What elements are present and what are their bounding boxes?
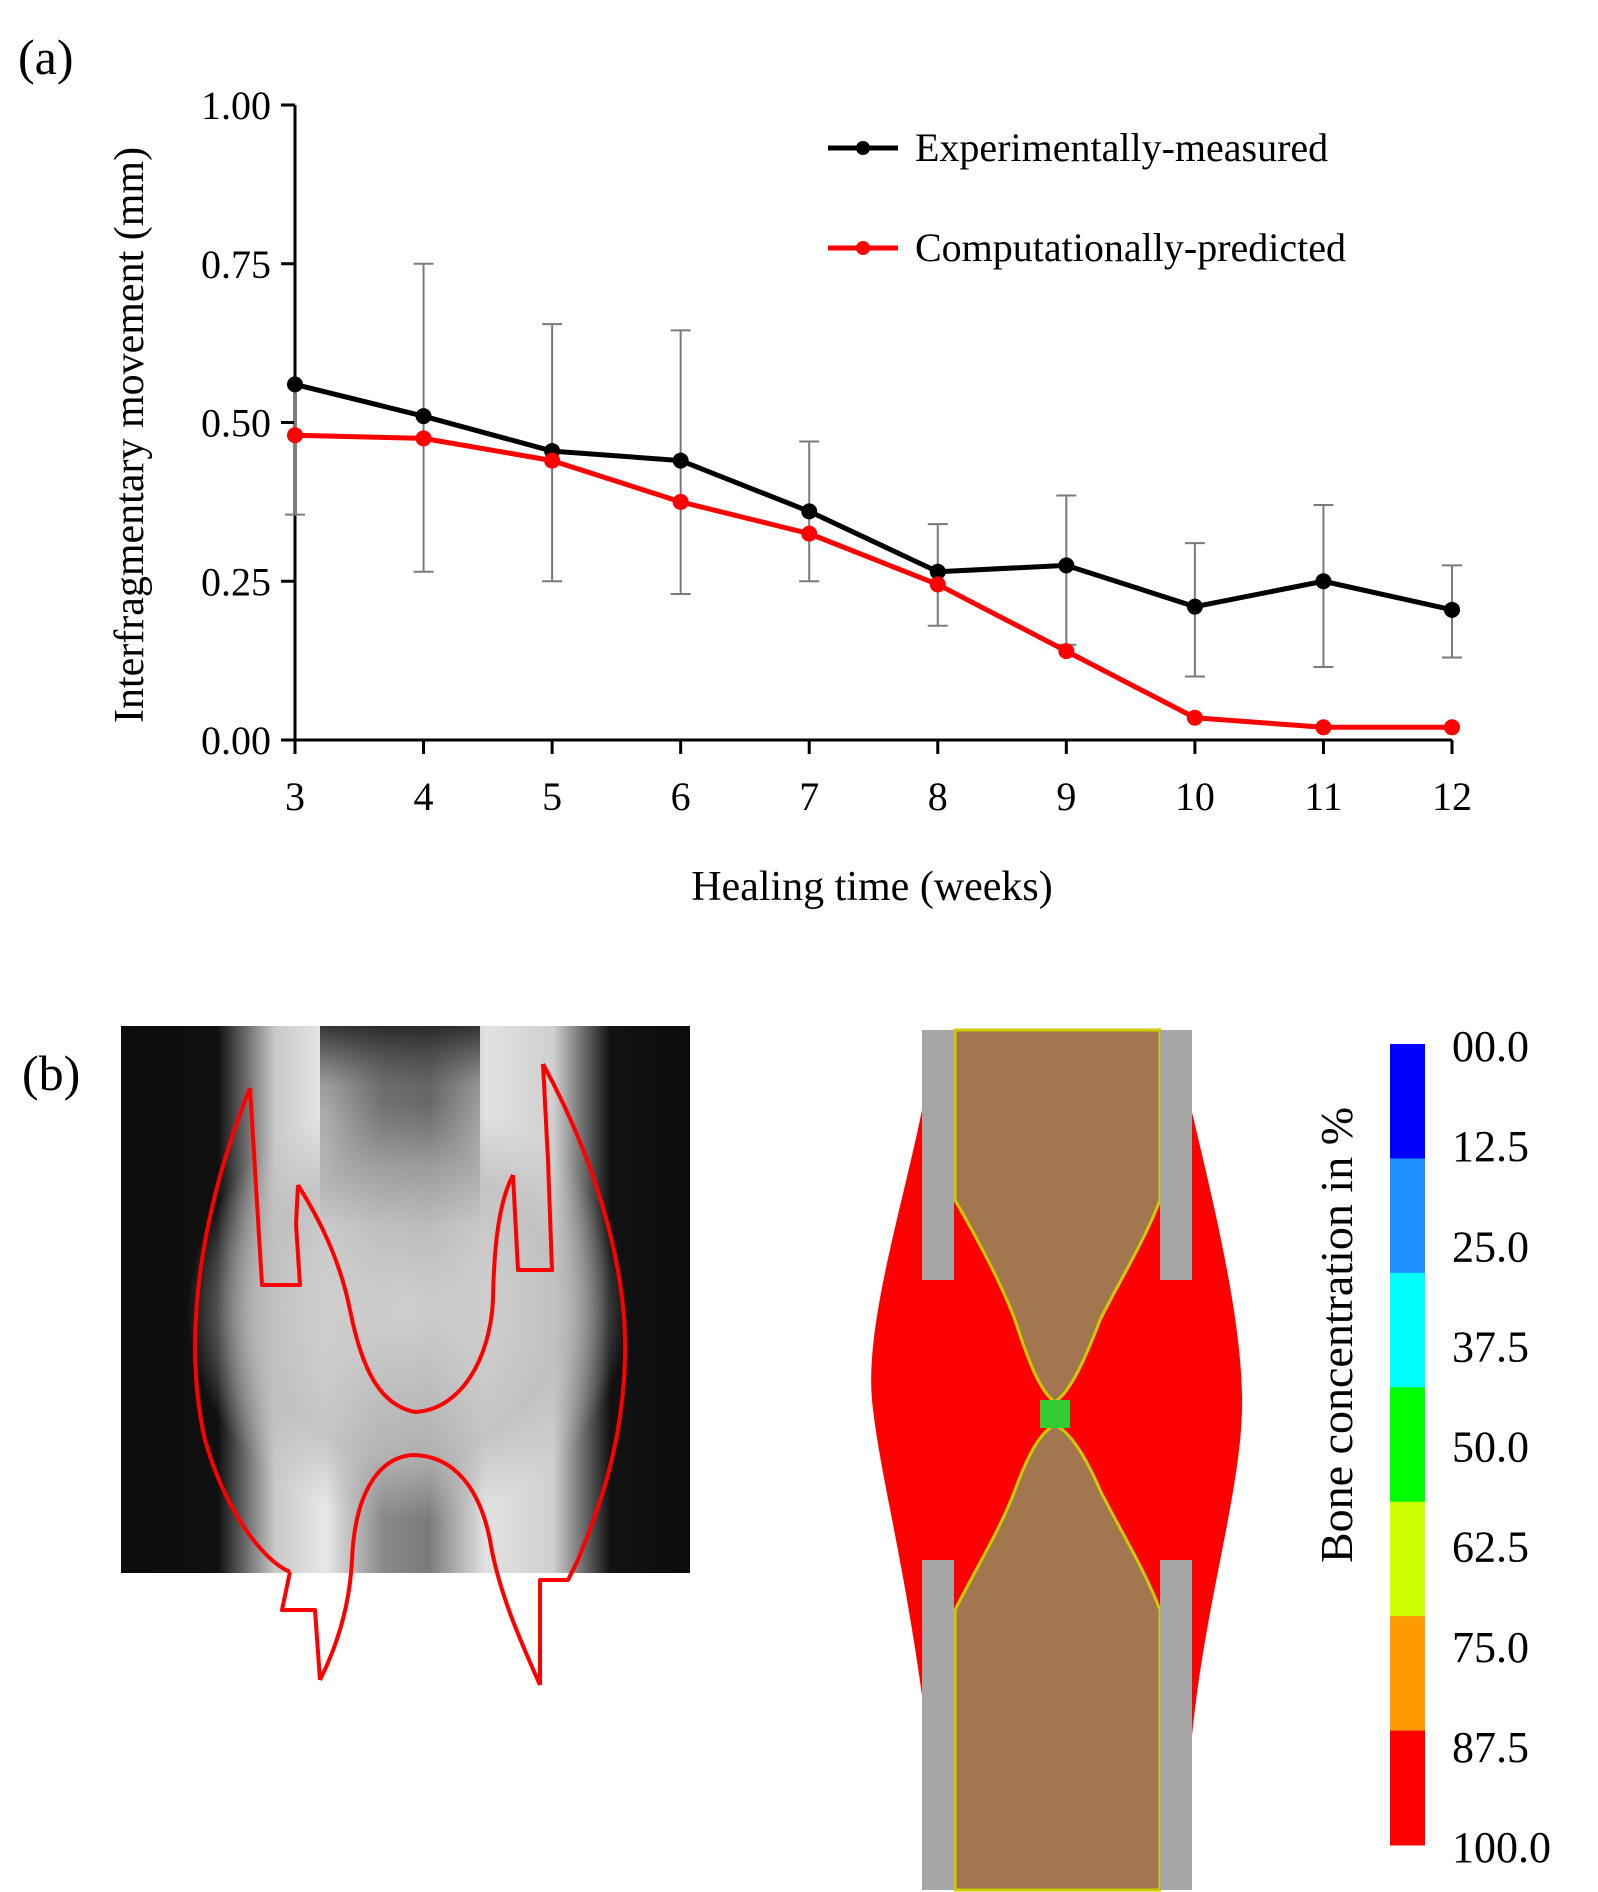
colorbar-segment <box>1390 1158 1425 1274</box>
data-point-experimental <box>1186 598 1203 615</box>
data-point-experimental <box>1444 601 1460 618</box>
callus-notch-top-right <box>511 1063 554 1272</box>
data-point-predicted <box>1058 643 1075 660</box>
legend-label-experimental: Experimentally-measured <box>915 125 1328 170</box>
y-tick-label: 1.00 <box>201 83 271 128</box>
callus-outline <box>193 1063 628 1686</box>
data-point-experimental <box>415 408 432 425</box>
series-lines <box>294 381 1453 730</box>
x-tick-label: 11 <box>1304 774 1343 819</box>
fe-bridge <box>1040 1400 1070 1428</box>
data-point-experimental <box>1315 573 1332 590</box>
legend: Experimentally-measured Computationally-… <box>828 125 1346 270</box>
panel-b-label: (b) <box>22 1045 80 1101</box>
legend-marker-predicted <box>856 241 870 255</box>
x-tick-label: 7 <box>799 774 819 819</box>
legend-label-predicted: Computationally-predicted <box>915 225 1346 270</box>
y-tick-label: 0.25 <box>201 559 271 604</box>
legend-marker-experimental <box>856 141 870 155</box>
callus-inner-bottom <box>318 1453 542 1686</box>
data-point-predicted <box>544 452 561 469</box>
callus-notch-bottom-right <box>538 1559 580 1685</box>
data-point-experimental <box>672 452 689 469</box>
x-tick-label: 12 <box>1432 774 1472 819</box>
x-tick-label: 4 <box>414 774 434 819</box>
data-point-experimental <box>287 376 303 393</box>
colorbar-segment <box>1390 1616 1425 1732</box>
data-point-experimental <box>929 563 946 580</box>
x-tick-label: 6 <box>671 774 691 819</box>
colorbar-label: 62.5 <box>1452 1523 1529 1572</box>
callus-outer-left <box>193 1087 291 1574</box>
error-bars <box>285 262 1462 678</box>
colorbar-labels: 00.0 12.5 25.0 37.5 50.0 62.5 75.0 87.5 100.0 <box>1452 1022 1551 1872</box>
colorbar-label: 50.0 <box>1452 1423 1529 1472</box>
data-point-predicted <box>1315 719 1332 736</box>
callus-notch-bottom-left <box>280 1571 322 1681</box>
x-tick-label: 8 <box>928 774 948 819</box>
line-chart: 0.00 0.25 0.50 0.75 1.00 3 4 5 6 7 8 9 10 11 12 Heali… <box>107 83 1472 910</box>
data-point-predicted <box>672 493 689 510</box>
fe-plate-top-left <box>922 1030 954 1280</box>
colorbar-label: 37.5 <box>1452 1322 1529 1371</box>
xray-image <box>121 1026 690 1686</box>
colorbar-segment <box>1390 1387 1425 1503</box>
x-tick-label: 3 <box>285 774 305 819</box>
x-ticks: 3 4 5 6 7 8 9 10 11 12 <box>285 740 1472 819</box>
colorbar <box>1390 1044 1425 1846</box>
y-tick-label: 0.75 <box>201 242 271 287</box>
colorbar-label: 12.5 <box>1452 1122 1529 1171</box>
fe-plate-bottom-left <box>922 1560 954 1890</box>
fe-plate-top-right <box>1160 1030 1192 1280</box>
data-point-experimental <box>801 503 818 520</box>
y-tick-label: 0.00 <box>201 718 271 763</box>
data-point-predicted <box>287 427 303 444</box>
x-tick-label: 9 <box>1056 774 1076 819</box>
panel-a-label: (a) <box>18 29 74 85</box>
x-tick-label: 10 <box>1175 774 1215 819</box>
colorbar-label: 87.5 <box>1452 1723 1529 1772</box>
colorbar-label: 100.0 <box>1452 1823 1551 1872</box>
callus-inner-top <box>296 1174 515 1414</box>
colorbar-label: 00.0 <box>1452 1022 1529 1071</box>
data-point-predicted <box>1186 709 1203 726</box>
fe-plate-bottom-right <box>1160 1560 1192 1890</box>
colorbar-label: 75.0 <box>1452 1623 1529 1672</box>
callus-outer-right <box>541 1063 628 1561</box>
series-line-experimental <box>294 381 1453 613</box>
y-tick-label: 0.50 <box>201 401 271 446</box>
data-point-predicted <box>929 576 946 593</box>
callus-notch-top-left <box>248 1087 302 1287</box>
y-ticks: 0.00 0.25 0.50 0.75 1.00 <box>201 83 295 763</box>
colorbar-title: Bone concentration in % <box>1311 1107 1362 1563</box>
colorbar-segment <box>1390 1501 1425 1617</box>
data-point-experimental <box>1058 557 1075 574</box>
xray-dark-region <box>320 1026 480 1226</box>
data-point-predicted <box>801 525 818 542</box>
y-axis-label: Interfragmentary movement (mm) <box>107 147 153 723</box>
data-point-predicted <box>1444 719 1460 736</box>
series-line-predicted <box>294 432 1452 730</box>
colorbar-label: 25.0 <box>1452 1222 1529 1271</box>
colorbar-segment <box>1390 1272 1425 1388</box>
colorbar-segment <box>1390 1730 1425 1846</box>
data-point-predicted <box>415 430 432 447</box>
fe-model-image <box>870 1028 1243 1892</box>
x-tick-label: 5 <box>542 774 562 819</box>
x-axis-label: Healing time (weeks) <box>691 864 1053 910</box>
series-points <box>287 376 1460 736</box>
colorbar-segment <box>1390 1044 1425 1159</box>
